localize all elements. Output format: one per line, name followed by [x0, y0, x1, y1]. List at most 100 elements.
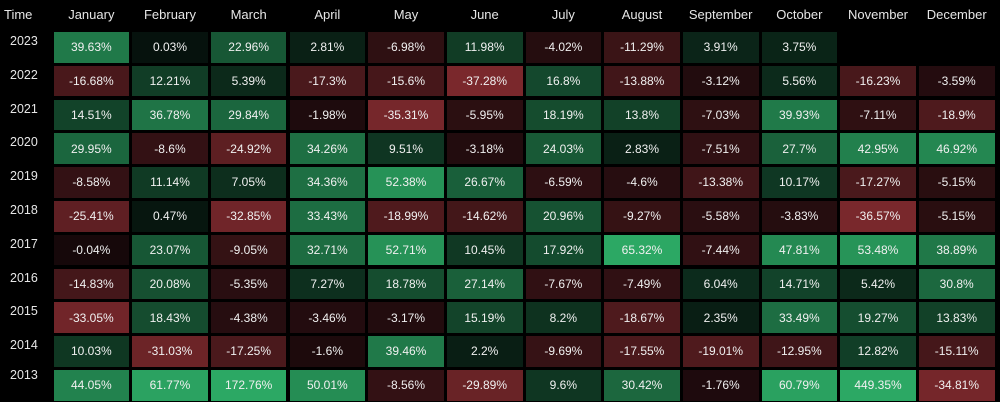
- cell-2013-december: -34.81%: [918, 370, 995, 401]
- column-header-may: May: [393, 7, 419, 22]
- cell-2017-april: 32.71%: [289, 234, 366, 266]
- cell-2019-august: -4.6%: [604, 167, 680, 198]
- cell-2021-december: -18.9%: [918, 99, 995, 131]
- cell-2020-february: -8.6%: [132, 133, 208, 164]
- cell-2013-january: 44.05%: [53, 370, 130, 401]
- cell-2021-may: -35.31%: [368, 99, 444, 131]
- cell-2020-november: 42.95%: [840, 133, 916, 164]
- cell-2018-april: 33.43%: [289, 201, 366, 232]
- cell-2016-january: -14.83%: [53, 268, 130, 300]
- cell-2022-december: -3.59%: [918, 65, 995, 97]
- cell-2018-october: -3.83%: [761, 201, 838, 232]
- cell-2015-march: -4.38%: [210, 302, 287, 333]
- cell-2016-september: 6.04%: [682, 268, 759, 300]
- cell-2021-june: -5.95%: [446, 99, 523, 131]
- cell-2016-march: -5.35%: [210, 268, 287, 300]
- column-header-june: June: [470, 7, 499, 22]
- cell-2013-may: -8.56%: [368, 370, 444, 401]
- cell-2019-november: -17.27%: [840, 167, 916, 198]
- cell-2023-september: 3.91%: [682, 32, 759, 63]
- cell-2022-november: -16.23%: [840, 65, 916, 97]
- cell-2020-october: 27.7%: [761, 133, 838, 164]
- cell-2020-july: 24.03%: [525, 133, 602, 164]
- cell-2017-august: 65.32%: [604, 234, 680, 266]
- cell-2019-march: 7.05%: [210, 167, 287, 198]
- cell-2015-june: 15.19%: [446, 302, 523, 333]
- cell-2020-december: 46.92%: [918, 133, 995, 164]
- cell-2021-october: 39.93%: [761, 99, 838, 131]
- cell-2021-november: -7.11%: [840, 99, 916, 131]
- cell-2013-april: 50.01%: [289, 370, 366, 401]
- cell-2017-march: -9.05%: [210, 234, 287, 266]
- cell-2023-april: 2.81%: [289, 32, 366, 63]
- cell-2022-september: -3.12%: [682, 65, 759, 97]
- cell-2015-august: -18.67%: [604, 302, 680, 333]
- cell-2023-january: 39.63%: [53, 32, 130, 63]
- cell-2014-may: 39.46%: [368, 336, 444, 367]
- cell-2021-march: 29.84%: [210, 99, 287, 131]
- cell-2017-january: -0.04%: [53, 234, 130, 266]
- cell-2016-august: -7.49%: [604, 268, 680, 300]
- cell-2023-july: -4.02%: [525, 32, 602, 63]
- cell-2019-october: 10.17%: [761, 167, 838, 198]
- row-label-2022: 2022: [10, 67, 38, 82]
- cell-2020-august: 2.83%: [604, 133, 680, 164]
- cell-2013-august: 30.42%: [604, 370, 680, 401]
- cell-2018-january: -25.41%: [53, 201, 130, 232]
- row-label-2015: 2015: [10, 304, 38, 319]
- cell-2021-january: 14.51%: [53, 99, 130, 131]
- cell-2014-april: -1.6%: [289, 336, 366, 367]
- cell-2020-june: -3.18%: [446, 133, 523, 164]
- row-label-2019: 2019: [10, 169, 38, 184]
- cell-2020-march: -24.92%: [210, 133, 287, 164]
- column-header-july: July: [551, 7, 575, 22]
- cell-2016-may: 18.78%: [368, 268, 444, 300]
- column-header-september: September: [688, 7, 753, 22]
- cell-2014-august: -17.55%: [604, 336, 680, 367]
- cell-2014-july: -9.69%: [525, 336, 602, 367]
- cell-2022-march: 5.39%: [210, 65, 287, 97]
- cell-2018-july: 20.96%: [525, 201, 602, 232]
- cell-2015-february: 18.43%: [132, 302, 208, 333]
- cell-2021-february: 36.78%: [132, 99, 208, 131]
- cell-2013-february: 61.77%: [132, 370, 208, 401]
- cell-2015-november: 19.27%: [840, 302, 916, 333]
- column-header-october: October: [776, 7, 823, 22]
- cell-2015-may: -3.17%: [368, 302, 444, 333]
- cell-2018-august: -9.27%: [604, 201, 680, 232]
- cell-2022-may: -15.6%: [368, 65, 444, 97]
- row-label-2013: 2013: [10, 368, 38, 382]
- cell-2023-february: 0.03%: [132, 32, 208, 63]
- cell-2018-february: 0.47%: [132, 201, 208, 232]
- cell-2014-january: 10.03%: [53, 336, 130, 367]
- cell-2015-september: 2.35%: [682, 302, 759, 333]
- cell-2019-april: 34.36%: [289, 167, 366, 198]
- cell-2016-june: 27.14%: [446, 268, 523, 300]
- cell-2018-september: -5.58%: [682, 201, 759, 232]
- cell-2013-september: -1.76%: [682, 370, 759, 401]
- column-header-february: February: [143, 7, 196, 22]
- cell-2017-june: 10.45%: [446, 234, 523, 266]
- cell-2015-july: 8.2%: [525, 302, 602, 333]
- cell-2013-november: 449.35%: [840, 370, 916, 401]
- row-label-2016: 2016: [10, 270, 38, 285]
- cell-2021-september: -7.03%: [682, 99, 759, 131]
- cell-2016-december: 30.8%: [918, 268, 995, 300]
- cell-2019-january: -8.58%: [53, 167, 130, 198]
- column-header-april: April: [314, 7, 341, 22]
- cell-2013-march: 172.76%: [210, 370, 287, 401]
- cell-2017-november: 53.48%: [840, 234, 916, 266]
- cell-2015-december: 13.83%: [918, 302, 995, 333]
- cell-2018-may: -18.99%: [368, 201, 444, 232]
- cell-2023-may: -6.98%: [368, 32, 444, 63]
- row-label-2017: 2017: [10, 236, 38, 251]
- cell-2022-june: -37.28%: [446, 65, 523, 97]
- cell-2013-june: -29.89%: [446, 370, 523, 401]
- cell-2014-february: -31.03%: [132, 336, 208, 367]
- row-label-2014: 2014: [10, 338, 38, 353]
- column-header-january: January: [68, 7, 115, 22]
- row-label-2021: 2021: [10, 101, 38, 116]
- cell-2017-october: 47.81%: [761, 234, 838, 266]
- cell-2014-october: -12.95%: [761, 336, 838, 367]
